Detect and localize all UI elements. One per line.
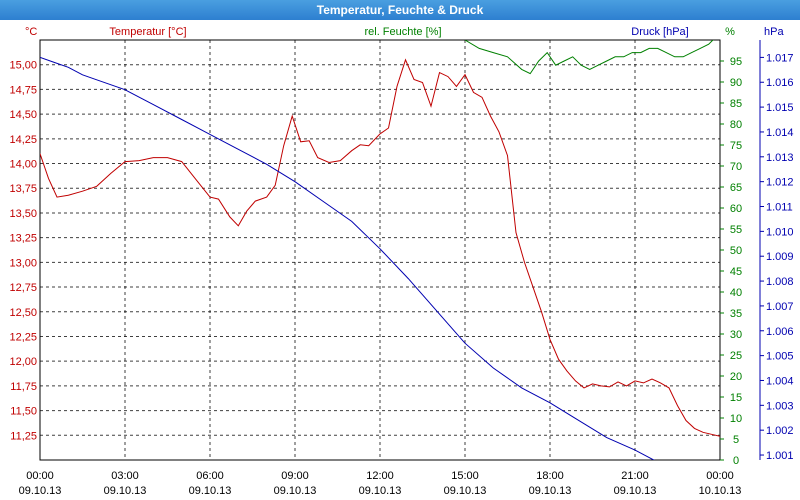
press-tick-label: 1.006 bbox=[766, 326, 794, 338]
temp-tick-label: 12,00 bbox=[9, 356, 37, 368]
press-tick-label: 1.013 bbox=[766, 152, 794, 164]
hum-tick-label: 30 bbox=[730, 329, 742, 341]
x-tick-date: 09.10.13 bbox=[189, 485, 232, 497]
temp-tick-label: 13,25 bbox=[9, 233, 37, 245]
temp-tick-label: 13,50 bbox=[9, 208, 37, 220]
temp-tick-label: 12,75 bbox=[9, 282, 37, 294]
press-tick-label: 1.015 bbox=[766, 102, 794, 114]
x-tick-time: 09:00 bbox=[281, 470, 309, 482]
hum-unit-label: % bbox=[725, 26, 735, 38]
temp-tick-label: 13,75 bbox=[9, 183, 37, 195]
series-lines bbox=[40, 40, 720, 460]
x-tick-time: 06:00 bbox=[196, 470, 224, 482]
hum-tick-label: 5 bbox=[733, 434, 739, 446]
temp-tick-label: 14,50 bbox=[9, 109, 37, 121]
press-tick-label: 1.004 bbox=[766, 375, 794, 387]
hum-tick-label: 35 bbox=[730, 308, 742, 320]
hum-tick-label: 65 bbox=[730, 182, 742, 194]
hum-tick-label: 70 bbox=[730, 161, 742, 173]
hum-tick-label: 95 bbox=[730, 56, 742, 68]
x-tick-date: 10.10.13 bbox=[699, 485, 742, 497]
hum-tick-label: 25 bbox=[730, 350, 742, 362]
hum-tick-label: 0 bbox=[733, 455, 739, 467]
pressure-line bbox=[40, 56, 655, 460]
temp-tick-label: 14,00 bbox=[9, 159, 37, 171]
x-tick-date: 09.10.13 bbox=[359, 485, 402, 497]
x-tick-date: 09.10.13 bbox=[614, 485, 657, 497]
hum-tick-label: 15 bbox=[730, 392, 742, 404]
humidity-line bbox=[464, 40, 714, 75]
press-tick-label: 1.014 bbox=[766, 127, 794, 139]
temp-tick-label: 12,25 bbox=[9, 331, 37, 343]
press-tick-label: 1.005 bbox=[766, 351, 794, 363]
hum-tick-label: 20 bbox=[730, 371, 742, 383]
press-tick-label: 1.002 bbox=[766, 425, 794, 437]
press-tick-label: 1.003 bbox=[766, 400, 794, 412]
hum-tick-label: 40 bbox=[730, 287, 742, 299]
temp-unit-label: °C bbox=[25, 26, 37, 38]
hum-tick-label: 55 bbox=[730, 224, 742, 236]
temp-tick-label: 11,25 bbox=[10, 430, 37, 442]
press-tick-label: 1.009 bbox=[766, 251, 794, 263]
x-tick-time: 21:00 bbox=[621, 470, 649, 482]
x-tick-date: 09.10.13 bbox=[444, 485, 487, 497]
hum-tick-label: 90 bbox=[730, 77, 742, 89]
x-tick-date: 09.10.13 bbox=[104, 485, 147, 497]
temperature-line bbox=[40, 58, 720, 437]
hum-tick-label: 50 bbox=[730, 245, 742, 257]
x-tick-time: 12:00 bbox=[366, 470, 394, 482]
press-tick-label: 1.007 bbox=[766, 301, 794, 313]
press-tick-label: 1.016 bbox=[766, 77, 794, 89]
hum-tick-label: 10 bbox=[730, 413, 742, 425]
x-tick-date: 09.10.13 bbox=[529, 485, 572, 497]
hum-tick-label: 85 bbox=[730, 98, 742, 110]
x-tick-time: 00:00 bbox=[26, 470, 54, 482]
x-tick-date: 09.10.13 bbox=[19, 485, 62, 497]
x-tick-time: 00:00 bbox=[706, 470, 734, 482]
temp-tick-label: 11,50 bbox=[10, 406, 37, 418]
press-tick-label: 1.011 bbox=[766, 202, 793, 214]
x-tick-time: 18:00 bbox=[536, 470, 564, 482]
axes bbox=[39, 39, 761, 461]
grid bbox=[40, 40, 720, 460]
x-tick-time: 15:00 bbox=[451, 470, 479, 482]
press-tick-label: 1.001 bbox=[766, 450, 794, 462]
press-axis-title: Druck [hPa] bbox=[631, 26, 688, 38]
tick-labels: 11,25 11,50 11,75 12,00 12,25 12,50 12,75 13,00… bbox=[9, 52, 793, 497]
hum-axis-title: rel. Feuchte [%] bbox=[364, 26, 441, 38]
axis-headers: °C Temperatur [°C] rel. Feuchte [%] Druck [… bbox=[25, 26, 784, 38]
temp-tick-label: 11,75 bbox=[10, 381, 37, 393]
hum-tick-label: 45 bbox=[730, 266, 742, 278]
press-tick-label: 1.008 bbox=[766, 276, 794, 288]
x-tick-time: 03:00 bbox=[111, 470, 139, 482]
temp-tick-label: 14,25 bbox=[9, 134, 37, 146]
press-tick-label: 1.012 bbox=[766, 177, 794, 189]
temp-tick-label: 15,00 bbox=[9, 60, 37, 72]
temp-tick-label: 13,00 bbox=[9, 257, 37, 269]
temp-tick-label: 14,75 bbox=[9, 84, 37, 96]
press-unit-label: hPa bbox=[764, 26, 784, 38]
temp-axis-title: Temperatur [°C] bbox=[109, 26, 186, 38]
hum-tick-label: 60 bbox=[730, 203, 742, 215]
hum-tick-label: 75 bbox=[730, 140, 742, 152]
press-tick-label: 1.010 bbox=[766, 226, 794, 238]
temp-tick-label: 12,50 bbox=[9, 307, 37, 319]
x-tick-date: 09.10.13 bbox=[274, 485, 317, 497]
press-tick-label: 1.017 bbox=[766, 52, 794, 64]
hum-tick-label: 80 bbox=[730, 119, 742, 131]
chart-title: Temperatur, Feuchte & Druck bbox=[0, 0, 800, 20]
